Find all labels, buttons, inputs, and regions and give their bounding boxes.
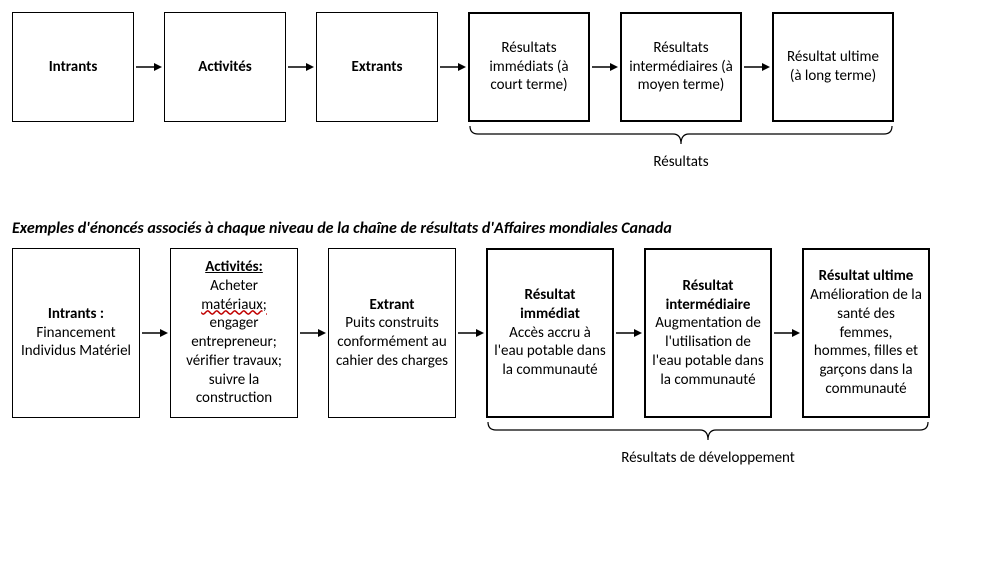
chain-node: ExtrantPuits construits conformément au … [328,248,456,418]
results-chain-row-1: Intrants Activités Extrants Résultats im… [12,12,990,122]
results-chain-row-2: Intrants :Financement Individus Matériel… [12,248,990,418]
arrow-icon [590,57,620,77]
bracket-label: Résultats [468,153,894,171]
arrow-icon [456,323,486,343]
chain-node: Résultats immédiats (à court terme) [468,12,590,122]
chain-node: Résultat ultimeAmélioration de la santé … [802,248,930,418]
row1-bracket: Résultats [468,126,894,171]
node-body: Résultat ultime(à long terme) [787,48,879,86]
chain-node: Résultat immédiatAccès accru à l'eau pot… [486,248,614,418]
node-title: Résultat immédiat [494,286,606,324]
node-body: Accès accru à l'eau potable dans la comm… [494,324,606,380]
arrow-icon [614,323,644,343]
node-title: Activités: [205,258,263,277]
node-title: Extrants [352,58,403,77]
chain-node: Intrants :Financement Individus Matériel [12,248,140,418]
chain-node: Intrants [12,12,134,122]
node-body: Financement Individus Matériel [19,324,133,362]
arrow-icon [438,57,468,77]
chain-node: Activités:Acheter matériaux; engager ent… [170,248,298,418]
arrow-icon [742,57,772,77]
node-body: Résultats immédiats (à court terme) [476,39,582,95]
chain-node: Résultat intermédiaireAugmentation de l'… [644,248,772,418]
section-title: Exemples d'énoncés associés à chaque niv… [12,219,990,238]
node-title: Résultat ultime [819,267,914,286]
node-title: Intrants : [48,305,104,324]
node-body: Acheter matériaux; engager entrepreneur;… [177,277,291,408]
node-body: Amélioration de la santé des femmes, hom… [810,286,922,399]
arrow-icon [772,323,802,343]
node-body: Augmentation de l'utilisation de l'eau p… [652,314,764,389]
row2-bracket: Résultats de développement [486,422,930,467]
arrow-icon [140,323,170,343]
node-title: Résultat intermédiaire [652,277,764,315]
chain-node: Résultats intermédiaires (à moyen terme) [620,12,742,122]
arrow-icon [134,57,164,77]
chain-node: Résultat ultime(à long terme) [772,12,894,122]
chain-node: Activités [164,12,286,122]
node-body: Résultats intermédiaires (à moyen terme) [628,39,734,95]
chain-node: Extrants [316,12,438,122]
arrow-icon [286,57,316,77]
arrow-icon [298,323,328,343]
bracket-label: Résultats de développement [486,449,930,467]
node-title: Extrant [370,296,415,315]
node-title: Activités [198,58,251,77]
node-title: Intrants [49,58,98,77]
node-body: Puits construits conformément au cahier … [335,314,449,370]
